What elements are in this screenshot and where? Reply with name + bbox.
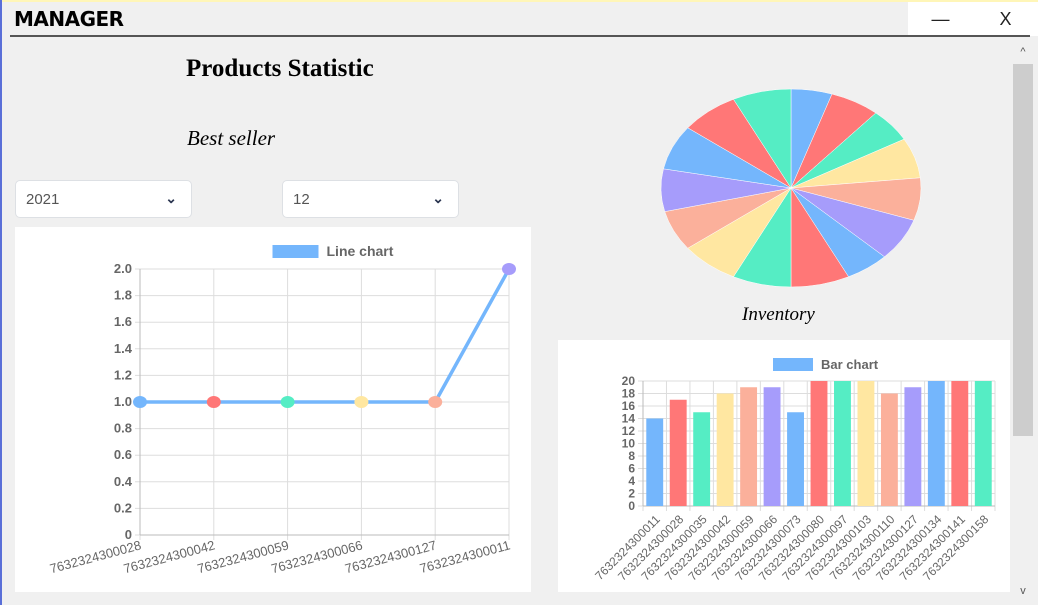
- chevron-down-icon: ⌄: [432, 190, 444, 206]
- y-tick-label: 0: [125, 527, 132, 542]
- legend-swatch: [272, 245, 319, 258]
- close-button[interactable]: X: [999, 8, 1012, 29]
- y-tick-label: 2: [628, 487, 635, 501]
- year-select-value: 2021: [26, 191, 60, 208]
- bar: [904, 387, 922, 506]
- bar: [927, 381, 945, 506]
- y-tick-label: 18: [622, 387, 636, 401]
- window-controls: — X: [908, 2, 1038, 36]
- data-point: [280, 396, 295, 408]
- bar: [716, 393, 734, 506]
- data-point: [206, 396, 221, 408]
- bar: [669, 399, 687, 506]
- y-tick-label: 14: [622, 412, 636, 426]
- scroll-up-icon[interactable]: ^: [1020, 46, 1026, 58]
- line-chart-panel: Line chart 0 0.2 0.4 0.6 0.8 1.0 1.2 1.4 1.6 1.8 2.…: [15, 227, 531, 592]
- chevron-down-icon: ⌄: [165, 190, 177, 206]
- window-title: MANAGER: [14, 7, 124, 31]
- bar: [693, 412, 711, 506]
- y-tick-label: 2.0: [114, 261, 132, 276]
- pie-chart: [660, 88, 922, 288]
- y-tick-label: 0: [628, 499, 635, 513]
- y-tick-label: 20: [622, 374, 636, 388]
- bar: [974, 381, 992, 506]
- y-tick-label: 0.6: [114, 447, 132, 462]
- y-tick-label: 0.2: [114, 500, 132, 515]
- bar: [951, 381, 969, 506]
- bar: [787, 412, 804, 506]
- vertical-scrollbar[interactable]: ^ v: [1012, 44, 1034, 605]
- minimize-button[interactable]: —: [931, 8, 950, 29]
- bar: [857, 381, 875, 506]
- legend-swatch: [773, 358, 813, 371]
- page-title: Products Statistic: [186, 55, 374, 82]
- y-tick-label: 10: [622, 437, 636, 451]
- y-tick-label: 8: [628, 449, 635, 463]
- title-divider: [10, 35, 1030, 37]
- y-tick-label: 1.0: [114, 394, 132, 409]
- y-tick-label: 1.6: [114, 314, 132, 329]
- pie-slice: [733, 88, 792, 189]
- bar: [763, 387, 781, 506]
- bar: [740, 387, 758, 506]
- month-select-value: 12: [293, 191, 310, 208]
- best-seller-heading: Best seller: [187, 126, 276, 150]
- y-tick-label: 16: [622, 399, 636, 413]
- bar: [880, 393, 898, 506]
- window-top-edge: [0, 0, 1038, 2]
- scroll-thumb[interactable]: [1013, 64, 1033, 436]
- y-tick-label: 1.2: [114, 367, 132, 382]
- series-line: [140, 268, 511, 404]
- bar-chart: Bar chart0246810121416182076323243000117…: [592, 357, 996, 583]
- y-tick-label: 0.8: [114, 421, 132, 436]
- line-chart: Line chart 0 0.2 0.4 0.6 0.8 1.0 1.2 1.4 1.6 1.8 2.…: [48, 243, 516, 576]
- year-select[interactable]: 2021 ⌄: [15, 180, 192, 218]
- y-tick-label: 1.4: [114, 341, 133, 356]
- legend-label: Bar chart: [821, 357, 879, 372]
- bar-chart-panel: Bar chart 0 2 4 6 8 10 12 14 16 18 20 7632324300011 7…: [558, 340, 1010, 592]
- data-point: [354, 396, 369, 408]
- window-left-edge: [0, 0, 2, 605]
- legend-label: Line chart: [327, 243, 394, 259]
- bar: [646, 418, 664, 506]
- y-tick-label: 6: [628, 462, 635, 476]
- data-point: [133, 396, 147, 408]
- data-point: [502, 263, 516, 275]
- data-point: [428, 396, 443, 408]
- y-tick-label: 12: [622, 424, 636, 438]
- month-select[interactable]: 12 ⌄: [282, 180, 459, 218]
- bar: [810, 381, 828, 506]
- scroll-down-icon[interactable]: v: [1020, 585, 1026, 597]
- inventory-heading: Inventory: [742, 304, 815, 325]
- bar: [834, 381, 851, 506]
- y-tick-label: 4: [628, 474, 635, 488]
- y-tick-label: 0.4: [114, 474, 133, 489]
- y-tick-label: 1.8: [114, 288, 132, 303]
